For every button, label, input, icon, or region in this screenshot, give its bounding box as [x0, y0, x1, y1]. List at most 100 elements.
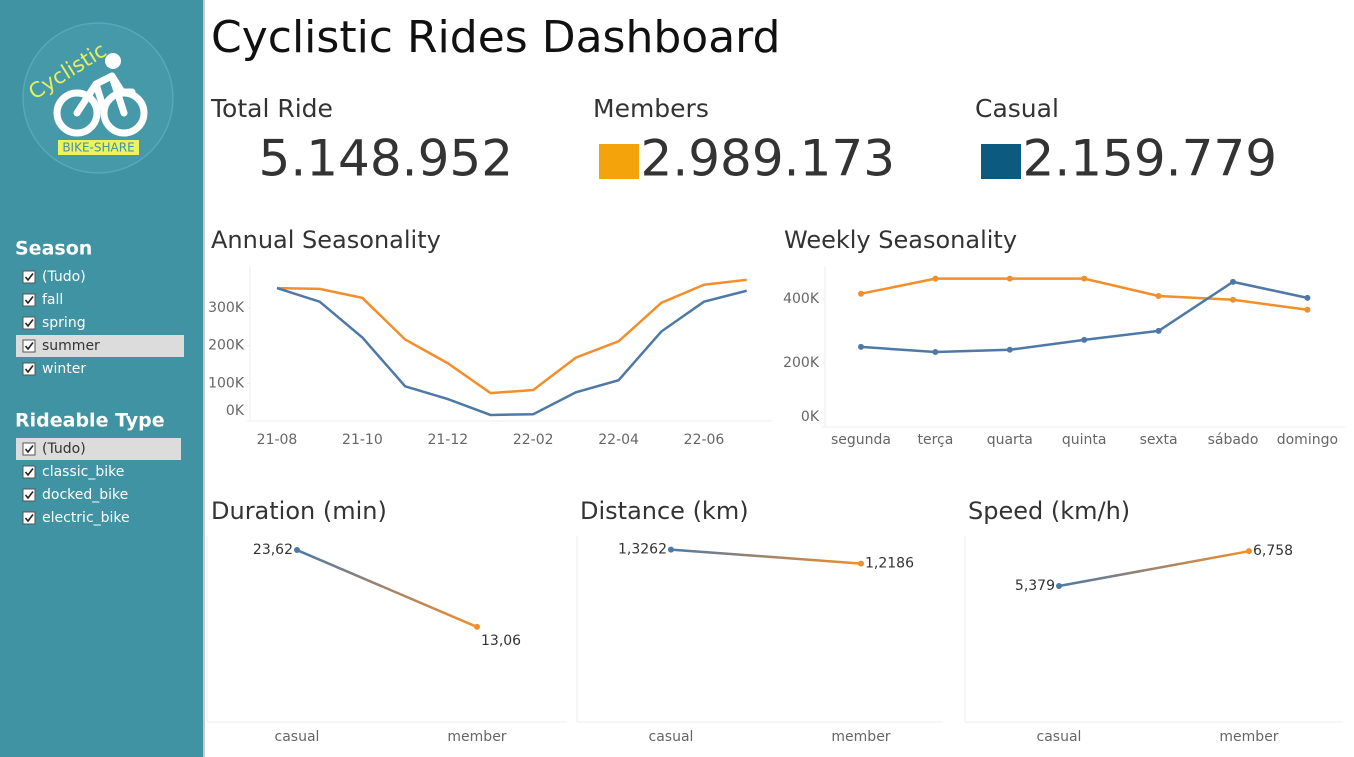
y-tick-label: 100K: [208, 375, 245, 391]
x-tick-label: quinta: [1062, 432, 1107, 448]
point: [668, 546, 674, 553]
y-tick-label: 0K: [801, 409, 820, 425]
chart-title: Distance (km): [580, 497, 749, 525]
checkbox[interactable]: [22, 316, 36, 330]
x-tick-label: 21-10: [342, 432, 383, 448]
point: [1056, 583, 1062, 590]
x-tick-label: domingo: [1277, 432, 1338, 448]
y-tick-label: 400K: [783, 291, 820, 307]
kpi-swatch: [599, 144, 639, 179]
checkmark: [24, 319, 34, 328]
logo: Cyclistic BIKE-SHARE: [22, 22, 174, 174]
checkmark: [24, 514, 34, 523]
value-label: 5,379: [1015, 578, 1055, 594]
x-tick-label: sexta: [1140, 432, 1178, 448]
filter-highlight: [16, 335, 184, 357]
filter-option[interactable]: summer: [42, 338, 100, 354]
point: [1304, 306, 1311, 313]
chart-title: Duration (min): [211, 497, 387, 525]
point: [1230, 296, 1236, 303]
filter-option[interactable]: classic_bike: [42, 464, 124, 480]
x-tick-label: 22-06: [684, 432, 725, 448]
logo-tag: BIKE-SHARE: [62, 141, 134, 155]
x-tick-label: member: [447, 729, 506, 745]
filter-option[interactable]: (Tudo): [42, 269, 86, 285]
y-tick-label: 300K: [208, 300, 245, 316]
chart-title: Annual Seasonality: [211, 226, 441, 254]
x-tick-label: segunda: [831, 432, 891, 448]
rider-head: [105, 53, 121, 69]
point: [294, 547, 300, 554]
checkbox[interactable]: [22, 339, 36, 353]
filter-option[interactable]: (Tudo): [42, 441, 86, 457]
point: [858, 560, 864, 567]
filter-title: Season: [15, 238, 92, 260]
series-line: [276, 286, 748, 417]
kpi-label: Total Ride: [210, 94, 333, 123]
y-tick-label: 200K: [208, 338, 245, 354]
chart-title: Weekly Seasonality: [784, 226, 1017, 254]
value-label: 13,06: [481, 633, 521, 649]
checkmark: [24, 468, 34, 477]
point: [858, 343, 864, 350]
y-tick-label: 0K: [226, 403, 245, 419]
point: [1006, 275, 1013, 282]
x-tick-label: casual: [1037, 729, 1082, 745]
point: [1155, 327, 1162, 334]
x-tick-label: member: [1219, 729, 1278, 745]
point: [1246, 548, 1252, 555]
point: [1081, 275, 1088, 282]
checkbox[interactable]: [22, 511, 36, 525]
x-tick-label: 21-12: [427, 432, 468, 448]
value-label: 1,2186: [865, 556, 914, 572]
filter-option[interactable]: electric_bike: [42, 510, 130, 526]
x-tick-label: 22-02: [513, 432, 554, 448]
checkbox[interactable]: [22, 362, 36, 376]
kpi-value: 2.159.779: [1023, 130, 1277, 188]
filter-option[interactable]: winter: [42, 361, 86, 377]
point: [1006, 346, 1013, 353]
checkmark: [24, 365, 34, 374]
point: [1155, 292, 1162, 299]
logo-tag-bg: [58, 140, 139, 155]
slope-line: [1058, 549, 1250, 588]
x-tick-label: member: [831, 729, 890, 745]
filter-option[interactable]: spring: [42, 315, 86, 331]
kpi-label: Members: [593, 94, 709, 123]
value-label: 1,3262: [618, 542, 667, 558]
x-tick-label: casual: [649, 729, 694, 745]
checkbox[interactable]: [22, 465, 36, 479]
kpi-value: 5.148.952: [259, 130, 513, 188]
kpi-swatch: [981, 144, 1021, 179]
filter-highlight: [16, 438, 181, 460]
checkmark: [24, 342, 34, 351]
x-tick-label: 21-08: [257, 432, 298, 448]
series-line: [276, 278, 747, 395]
kpi-label: Casual: [975, 94, 1059, 123]
point: [858, 290, 864, 297]
checkmark: [24, 491, 34, 500]
slope-line: [296, 548, 478, 629]
value-label: 23,62: [253, 542, 293, 558]
y-tick-label: 200K: [783, 355, 820, 371]
x-tick-label: 22-04: [598, 432, 639, 448]
bike-frame: [73, 72, 136, 117]
checkmark: [24, 296, 34, 305]
point: [932, 349, 939, 356]
x-tick-label: quarta: [987, 432, 1033, 448]
checkbox[interactable]: [22, 293, 36, 307]
point: [474, 623, 480, 630]
wheel: [53, 89, 101, 137]
x-tick-label: sábado: [1208, 432, 1259, 448]
checkmark: [24, 273, 34, 282]
checkbox[interactable]: [22, 270, 36, 284]
point: [1230, 278, 1236, 285]
checkbox[interactable]: [22, 488, 36, 502]
checkmark: [24, 445, 34, 454]
filter-option[interactable]: fall: [42, 292, 63, 308]
checkbox[interactable]: [22, 442, 36, 456]
point: [1081, 336, 1088, 343]
filter-option[interactable]: docked_bike: [42, 487, 128, 503]
point: [932, 275, 939, 282]
